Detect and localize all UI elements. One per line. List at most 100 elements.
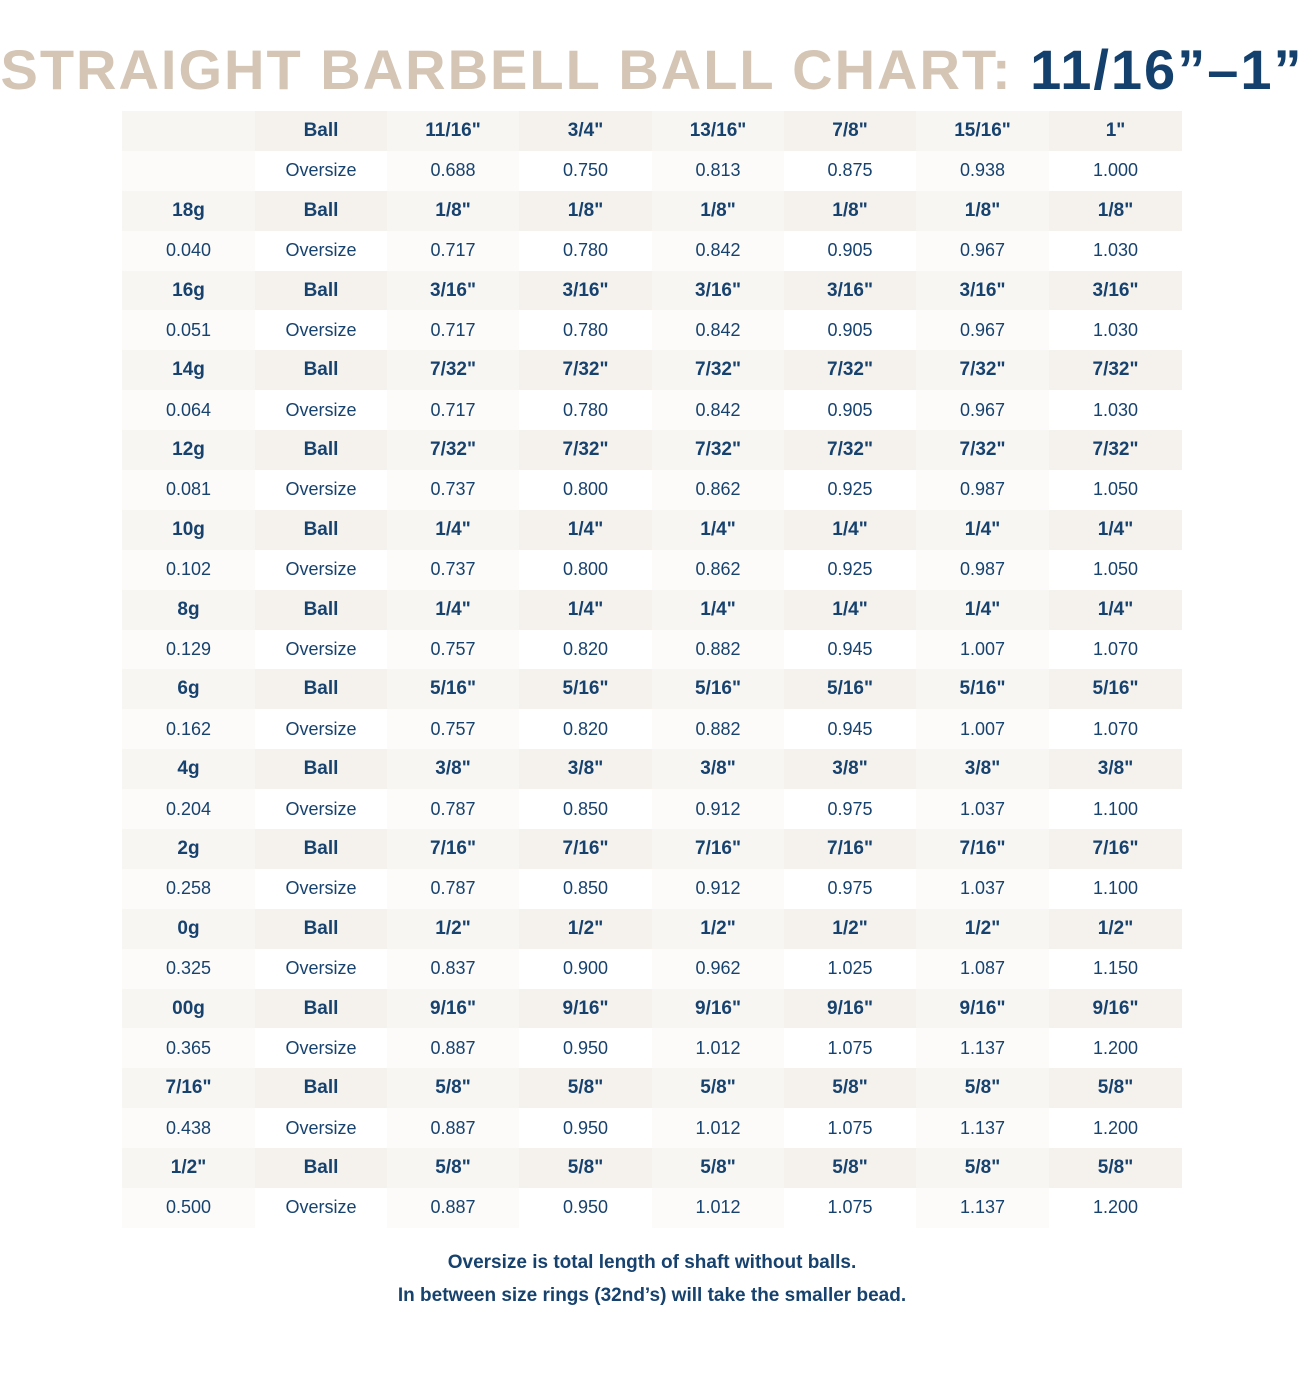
ball-size-cell: 1/4" — [652, 509, 784, 550]
gauge-oversize-row: 0.162 Oversize 0.757 0.820 0.882 0.945 1.007 1.… — [122, 709, 1182, 750]
ball-size-cell: 7/32" — [387, 350, 519, 391]
gauge-cell: 2g — [122, 829, 255, 869]
header-size-cell: 11/16" — [387, 111, 519, 151]
oversize-value-cell: 0.975 — [784, 789, 916, 830]
oversize-value-cell: 0.780 — [519, 390, 652, 431]
ball-size-cell: 5/8" — [784, 1148, 916, 1189]
ball-size-cell: 1/4" — [387, 509, 519, 550]
oversize-value-cell: 1.200 — [1049, 1188, 1182, 1228]
ball-size-cell: 7/32" — [784, 430, 916, 471]
ball-size-cell: 1/4" — [784, 589, 916, 630]
header-oversize-label: Oversize — [255, 150, 387, 191]
ball-label-cell: Ball — [255, 669, 387, 710]
oversize-value-cell: 0.987 — [916, 549, 1049, 590]
oversize-value-cell: 0.950 — [519, 1028, 652, 1069]
ball-size-cell: 3/8" — [784, 749, 916, 790]
ball-size-cell: 5/8" — [387, 1068, 519, 1109]
oversize-value-cell: 0.975 — [784, 868, 916, 909]
gauge-ball-row: 12g Ball 7/32" 7/32" 7/32" 7/32" 7/32" 7/32" — [122, 430, 1182, 471]
gauge-cell: 14g — [122, 350, 255, 391]
ball-label-cell: Ball — [255, 749, 387, 790]
gauge-decimal-cell: 0.438 — [122, 1108, 255, 1149]
oversize-label-cell: Oversize — [255, 629, 387, 670]
gauge-ball-row: 6g Ball 5/16" 5/16" 5/16" 5/16" 5/16" 5/16" — [122, 669, 1182, 710]
header-size-cell: 15/16" — [916, 111, 1049, 151]
oversize-label-cell: Oversize — [255, 1028, 387, 1069]
oversize-value-cell: 0.757 — [387, 629, 519, 670]
gauge-decimal-cell: 0.081 — [122, 470, 255, 510]
header-decimal-cell: 0.688 — [387, 150, 519, 191]
gauge-cell: 6g — [122, 669, 255, 710]
ball-size-cell: 5/8" — [916, 1148, 1049, 1189]
ball-label-cell: Ball — [255, 829, 387, 869]
gauge-ball-row: 14g Ball 7/32" 7/32" 7/32" 7/32" 7/32" 7/32" — [122, 350, 1182, 391]
chart-title-range: 11/16”–1” — [1030, 38, 1304, 101]
gauge-ball-row: 7/16" Ball 5/8" 5/8" 5/8" 5/8" 5/8" 5/8" — [122, 1068, 1182, 1109]
ball-size-cell: 5/16" — [387, 669, 519, 710]
oversize-value-cell: 0.925 — [784, 549, 916, 590]
ball-size-cell: 7/32" — [519, 350, 652, 391]
ball-size-cell: 1/4" — [916, 509, 1049, 550]
gauge-decimal-cell: 0.162 — [122, 709, 255, 750]
oversize-value-cell: 1.030 — [1049, 310, 1182, 351]
oversize-value-cell: 0.800 — [519, 549, 652, 590]
gauge-oversize-row: 0.500 Oversize 0.887 0.950 1.012 1.075 1.137 1.… — [122, 1188, 1182, 1228]
oversize-value-cell: 0.842 — [652, 230, 784, 271]
ball-size-cell: 9/16" — [1049, 988, 1182, 1029]
oversize-value-cell: 1.037 — [916, 789, 1049, 830]
ball-size-cell: 3/16" — [1049, 270, 1182, 311]
ball-size-cell: 5/16" — [519, 669, 652, 710]
oversize-label-cell: Oversize — [255, 868, 387, 909]
ball-size-cell: 1/8" — [784, 190, 916, 231]
oversize-value-cell: 0.737 — [387, 549, 519, 590]
ball-label-cell: Ball — [255, 589, 387, 630]
gauge-oversize-row: 0.102 Oversize 0.737 0.800 0.862 0.925 0.987 1.… — [122, 549, 1182, 590]
oversize-value-cell: 0.912 — [652, 868, 784, 909]
gauge-cell: 4g — [122, 749, 255, 790]
oversize-value-cell: 1.050 — [1049, 470, 1182, 510]
gauge-oversize-row: 0.064 Oversize 0.717 0.780 0.842 0.905 0.967 1.… — [122, 390, 1182, 431]
oversize-value-cell: 1.100 — [1049, 789, 1182, 830]
ball-size-cell: 9/16" — [652, 988, 784, 1029]
oversize-value-cell: 1.075 — [784, 1188, 916, 1228]
oversize-label-cell: Oversize — [255, 948, 387, 989]
oversize-label-cell: Oversize — [255, 1188, 387, 1228]
ball-size-cell: 7/16" — [1049, 829, 1182, 869]
oversize-value-cell: 0.945 — [784, 709, 916, 750]
ball-size-cell: 1/4" — [1049, 509, 1182, 550]
header-size-cell: 3/4" — [519, 111, 652, 151]
ball-size-cell: 3/8" — [1049, 749, 1182, 790]
oversize-value-cell: 0.882 — [652, 709, 784, 750]
oversize-value-cell: 0.820 — [519, 629, 652, 670]
oversize-value-cell: 1.007 — [916, 629, 1049, 670]
ball-size-cell: 1/4" — [387, 589, 519, 630]
ball-size-cell: 5/16" — [784, 669, 916, 710]
gauge-oversize-row: 0.325 Oversize 0.837 0.900 0.962 1.025 1.087 1.… — [122, 948, 1182, 989]
gauge-ball-row: 16g Ball 3/16" 3/16" 3/16" 3/16" 3/16" 3/16" — [122, 270, 1182, 311]
oversize-label-cell: Oversize — [255, 709, 387, 750]
header-size-row: Ball 11/16" 3/4" 13/16" 7/8" 15/16" 1" — [122, 111, 1182, 151]
ball-size-cell: 3/8" — [519, 749, 652, 790]
header-size-cell: 1" — [1049, 111, 1182, 151]
ball-size-cell: 5/16" — [1049, 669, 1182, 710]
chart-title: STRAIGHT BARBELL BALL CHART: 11/16”–1” — [0, 38, 1304, 102]
gauge-cell: 8g — [122, 589, 255, 630]
ball-size-cell: 7/16" — [519, 829, 652, 869]
ball-size-cell: 3/16" — [652, 270, 784, 311]
header-size-cell: 13/16" — [652, 111, 784, 151]
gauge-cell: 7/16" — [122, 1068, 255, 1109]
ball-size-cell: 5/8" — [784, 1068, 916, 1109]
oversize-value-cell: 0.842 — [652, 310, 784, 351]
ball-label-cell: Ball — [255, 1068, 387, 1109]
ball-size-cell: 7/32" — [916, 350, 1049, 391]
gauge-ball-row: 2g Ball 7/16" 7/16" 7/16" 7/16" 7/16" 7/16" — [122, 829, 1182, 869]
oversize-value-cell: 0.887 — [387, 1028, 519, 1069]
oversize-value-cell: 1.007 — [916, 709, 1049, 750]
oversize-value-cell: 0.887 — [387, 1108, 519, 1149]
oversize-value-cell: 0.737 — [387, 470, 519, 510]
oversize-value-cell: 1.150 — [1049, 948, 1182, 989]
oversize-label-cell: Oversize — [255, 789, 387, 830]
ball-size-cell: 7/32" — [916, 430, 1049, 471]
header-corner-cell — [122, 111, 255, 151]
gauge-oversize-row: 0.258 Oversize 0.787 0.850 0.912 0.975 1.037 1.… — [122, 868, 1182, 909]
